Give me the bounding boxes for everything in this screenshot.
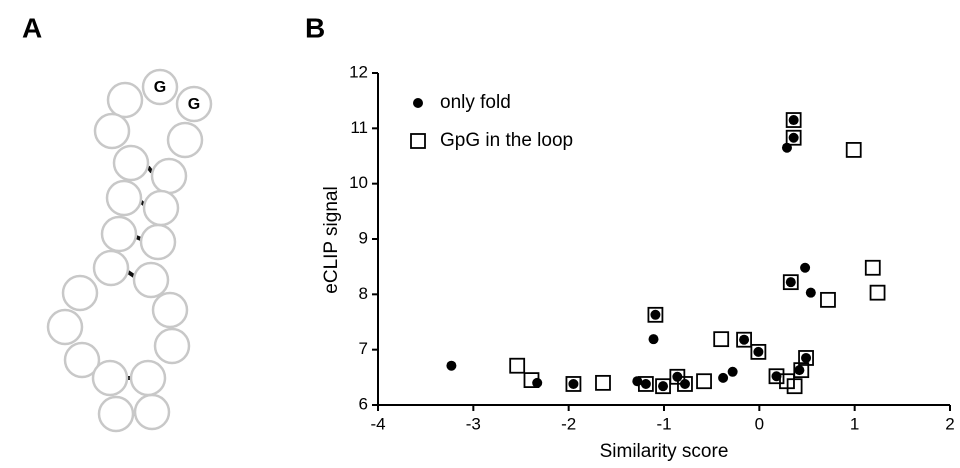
point	[781, 142, 792, 153]
nucleotide	[141, 68, 179, 106]
point	[805, 287, 816, 298]
x-tick-label: -1	[656, 414, 671, 433]
legend-marker	[413, 98, 423, 108]
point	[658, 381, 669, 392]
point	[869, 284, 886, 301]
nucleotide	[132, 261, 170, 299]
nucleotide	[97, 395, 135, 433]
point	[788, 115, 799, 126]
point	[532, 377, 543, 388]
nucleotide-label: G	[154, 79, 166, 96]
point	[696, 373, 712, 390]
point	[509, 357, 526, 374]
y-tick-label: 9	[359, 228, 368, 247]
legend-label: only fold	[440, 92, 511, 113]
y-tick-label: 11	[350, 118, 368, 137]
y-tick-label: 10	[349, 173, 368, 192]
point	[655, 378, 671, 395]
nucleotide	[92, 249, 130, 287]
point	[632, 376, 643, 387]
point	[788, 132, 799, 143]
point	[647, 306, 664, 323]
point	[845, 142, 862, 158]
nucleotide	[142, 189, 180, 227]
point	[785, 129, 802, 146]
point	[648, 334, 659, 345]
nucleotide	[106, 81, 144, 119]
y-tick-label: 7	[359, 339, 368, 358]
base-pair	[146, 165, 154, 174]
x-tick-label: -2	[561, 414, 576, 433]
nucleotide	[91, 359, 129, 397]
point	[800, 262, 811, 273]
point	[672, 371, 683, 382]
nucleotide	[46, 308, 84, 346]
point	[793, 362, 810, 379]
legend-label: GpG in the loop	[440, 130, 573, 151]
x-tick-label: -3	[466, 414, 481, 433]
y-axis-label: eCLIP signal	[321, 186, 342, 293]
base-pair	[126, 270, 136, 278]
point	[595, 374, 611, 391]
rna-hairpin: G G	[46, 68, 213, 433]
x-tick-label: -4	[370, 414, 385, 433]
nucleotide	[93, 112, 131, 150]
point	[565, 376, 582, 392]
point	[739, 334, 750, 345]
x-tick-label: 2	[945, 414, 954, 433]
y-tick-label: 8	[359, 284, 368, 303]
nucleotide	[175, 85, 213, 123]
y-tick-label: 12	[349, 62, 368, 81]
nucleotide	[139, 223, 177, 261]
nucleotide	[63, 341, 101, 379]
point	[568, 378, 579, 389]
point	[768, 368, 785, 385]
nucleotide	[129, 359, 167, 397]
point	[820, 291, 836, 308]
point	[713, 331, 730, 348]
point	[785, 112, 802, 128]
point	[640, 378, 651, 389]
point	[718, 372, 729, 383]
x-axis-label: Similarity score	[600, 441, 729, 462]
point	[785, 277, 796, 288]
point	[679, 378, 690, 389]
nucleotide	[133, 393, 171, 431]
point	[677, 376, 693, 392]
point	[736, 331, 752, 348]
point	[794, 365, 805, 376]
point	[750, 343, 767, 360]
nucleotide	[61, 274, 99, 312]
nucleotide	[151, 291, 189, 329]
point	[786, 378, 803, 395]
point	[727, 366, 738, 377]
nucleotide	[112, 144, 150, 182]
nucleotide	[100, 215, 138, 253]
point	[782, 274, 799, 291]
nucleotide	[166, 121, 204, 159]
nucleotide	[150, 157, 188, 195]
nucleotide-label: G	[188, 96, 200, 113]
point	[798, 350, 814, 366]
nucleotide	[153, 327, 191, 365]
x-tick-label: 0	[755, 414, 764, 433]
point	[771, 371, 782, 382]
nucleotide	[105, 179, 143, 217]
y-tick-label: 6	[359, 394, 368, 413]
legend-marker	[410, 133, 426, 149]
point	[801, 352, 812, 363]
panel-label: B	[305, 12, 325, 43]
x-tick-label: 1	[850, 414, 859, 433]
point	[753, 346, 764, 357]
point	[864, 259, 881, 276]
panel-label: A	[22, 12, 42, 43]
point	[650, 309, 661, 320]
point	[446, 360, 457, 371]
